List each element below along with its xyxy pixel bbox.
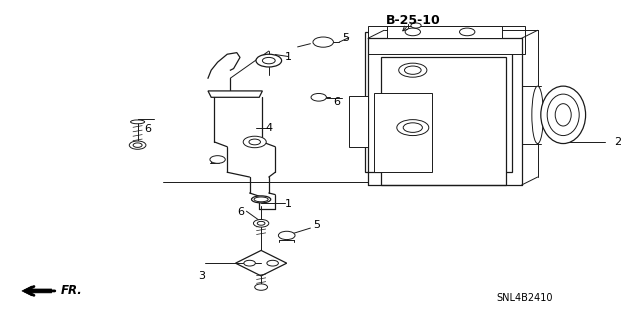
- Text: SNL4B2410: SNL4B2410: [497, 293, 553, 303]
- Circle shape: [255, 284, 268, 290]
- Polygon shape: [381, 57, 506, 185]
- Text: 5: 5: [314, 220, 321, 230]
- Circle shape: [313, 37, 333, 47]
- Ellipse shape: [547, 94, 579, 136]
- Circle shape: [404, 66, 421, 74]
- Circle shape: [253, 219, 269, 227]
- Polygon shape: [368, 26, 525, 54]
- Text: B-25-10: B-25-10: [385, 14, 440, 27]
- Circle shape: [262, 57, 275, 64]
- Circle shape: [249, 139, 260, 145]
- Polygon shape: [365, 32, 512, 172]
- Ellipse shape: [532, 86, 543, 144]
- Text: 6: 6: [144, 124, 151, 134]
- Circle shape: [311, 93, 326, 101]
- Circle shape: [278, 231, 295, 240]
- Circle shape: [460, 28, 475, 36]
- Ellipse shape: [252, 196, 271, 203]
- Circle shape: [257, 221, 265, 225]
- Ellipse shape: [131, 120, 145, 124]
- Ellipse shape: [541, 86, 586, 144]
- Circle shape: [399, 63, 427, 77]
- Text: FR.: FR.: [61, 285, 83, 297]
- Polygon shape: [208, 91, 262, 97]
- Polygon shape: [374, 93, 432, 172]
- Circle shape: [244, 260, 255, 266]
- Circle shape: [129, 141, 146, 149]
- Circle shape: [405, 28, 420, 36]
- Text: 2: 2: [614, 137, 621, 147]
- Circle shape: [397, 120, 429, 136]
- Text: 1: 1: [285, 199, 292, 209]
- Text: 4: 4: [266, 122, 273, 133]
- Circle shape: [411, 23, 421, 28]
- Text: 6: 6: [333, 97, 340, 107]
- Polygon shape: [349, 96, 368, 147]
- Circle shape: [403, 123, 422, 132]
- Ellipse shape: [555, 104, 571, 126]
- Polygon shape: [236, 250, 287, 276]
- Text: 3: 3: [198, 271, 205, 281]
- Circle shape: [210, 156, 225, 163]
- Text: 6: 6: [237, 207, 244, 217]
- Circle shape: [133, 143, 142, 147]
- Circle shape: [256, 54, 282, 67]
- Polygon shape: [387, 26, 502, 38]
- Ellipse shape: [254, 197, 268, 202]
- Text: 5: 5: [342, 33, 349, 43]
- Circle shape: [243, 136, 266, 148]
- Circle shape: [267, 260, 278, 266]
- Text: 1: 1: [285, 52, 292, 63]
